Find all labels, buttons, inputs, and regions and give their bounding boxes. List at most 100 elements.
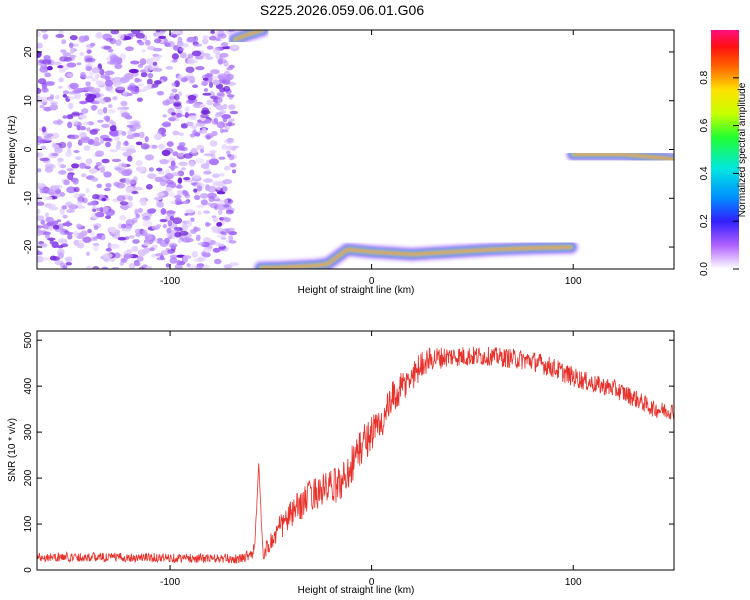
noise-blob (143, 242, 150, 247)
noise-blob (140, 72, 148, 78)
noise-blob (178, 161, 188, 167)
noise-blob (174, 263, 183, 269)
noise-blob (216, 121, 225, 129)
noise-blob (112, 82, 120, 88)
noise-blob (190, 182, 198, 186)
noise-blob (65, 220, 71, 227)
noise-blob (51, 241, 59, 249)
noise-blob (127, 155, 133, 162)
noise-blob (223, 76, 233, 81)
noise-blob (199, 103, 206, 108)
noise-blob (96, 233, 102, 240)
noise-blob (215, 37, 221, 41)
noise-blob (55, 94, 60, 100)
noise-blob (142, 216, 151, 221)
noise-blob (195, 122, 206, 127)
noise-blob (223, 165, 231, 171)
noise-blob (205, 167, 211, 172)
spectrogram-x-tick-label: 100 (565, 276, 582, 287)
noise-blob (123, 36, 132, 40)
noise-blob (216, 91, 225, 99)
noise-blob (57, 245, 64, 249)
noise-blob (44, 196, 53, 201)
noise-blob (116, 195, 126, 202)
snr-panel: -100 0 100 0 100 200 300 400 500 Height of strai… (7, 330, 675, 596)
noise-blob (191, 50, 202, 57)
noise-blob (190, 148, 198, 154)
noise-blob (83, 145, 91, 152)
noise-blob (41, 87, 48, 92)
noise-blob (187, 115, 196, 120)
noise-blob (40, 257, 51, 261)
noise-blob (66, 62, 77, 68)
noise-blob (66, 209, 75, 213)
noise-blob (173, 102, 182, 107)
noise-blob (52, 61, 62, 66)
snr-x-label: Height of straight line (km) (298, 585, 415, 596)
noise-blob (212, 173, 220, 178)
noise-blob (212, 247, 221, 253)
colorbar-ticks: 0.0 0.2 0.4 0.6 0.8 (699, 70, 739, 276)
noise-blob (115, 39, 122, 46)
noise-blob (221, 114, 231, 120)
noise-blob (73, 193, 80, 199)
noise-blob (180, 52, 187, 59)
noise-blob (231, 146, 237, 151)
noise-blob (113, 136, 121, 141)
noise-blob (148, 167, 154, 172)
noise-blob (39, 104, 45, 109)
noise-blob (87, 202, 92, 206)
noise-blob (66, 168, 74, 172)
noise-blob (78, 114, 87, 119)
noise-blob (103, 115, 110, 121)
noise-blob (92, 141, 101, 147)
noise-blob (81, 108, 89, 114)
noise-blob (57, 238, 68, 244)
noise-blob (225, 122, 236, 127)
snr-y-label: SNR (10 * v/v) (7, 418, 18, 482)
noise-blob (200, 113, 209, 119)
noise-blob (225, 209, 234, 215)
noise-blob (81, 173, 87, 178)
noise-blob (51, 142, 58, 148)
noise-blob (124, 77, 130, 83)
noise-blob (37, 201, 45, 206)
noise-blob (49, 255, 57, 261)
noise-blob (62, 214, 68, 219)
noise-blob (189, 60, 199, 63)
noise-blob (39, 188, 46, 194)
noise-blob (68, 102, 74, 110)
noise-blob (126, 134, 135, 140)
noise-blob (55, 34, 65, 38)
noise-blob (182, 255, 189, 263)
noise-blob (67, 233, 73, 240)
noise-blob (201, 74, 211, 80)
noise-scatter (37, 30, 240, 269)
noise-blob (170, 160, 176, 168)
noise-blob (201, 251, 207, 257)
snr-axes: -100 0 100 0 100 200 300 400 500 (23, 331, 674, 588)
noise-blob (39, 66, 49, 73)
noise-blob (150, 144, 158, 149)
noise-blob (177, 152, 184, 157)
noise-blob (37, 225, 44, 229)
noise-blob (156, 167, 163, 172)
noise-blob (127, 130, 133, 136)
noise-blob (186, 37, 197, 43)
noise-blob (223, 264, 233, 269)
noise-blob (44, 81, 55, 86)
noise-blob (48, 206, 59, 211)
spectral-track-band (572, 153, 674, 161)
noise-blob (215, 186, 222, 191)
noise-blob (172, 130, 180, 136)
noise-blob (197, 242, 205, 246)
noise-blob (94, 73, 100, 79)
noise-blob (165, 98, 175, 104)
noise-blob (128, 235, 135, 239)
noise-blob (222, 179, 233, 185)
noise-blob (78, 193, 86, 197)
noise-blob (82, 236, 92, 243)
noise-blob (200, 53, 211, 57)
noise-blob (207, 185, 217, 193)
noise-blob (85, 96, 95, 103)
